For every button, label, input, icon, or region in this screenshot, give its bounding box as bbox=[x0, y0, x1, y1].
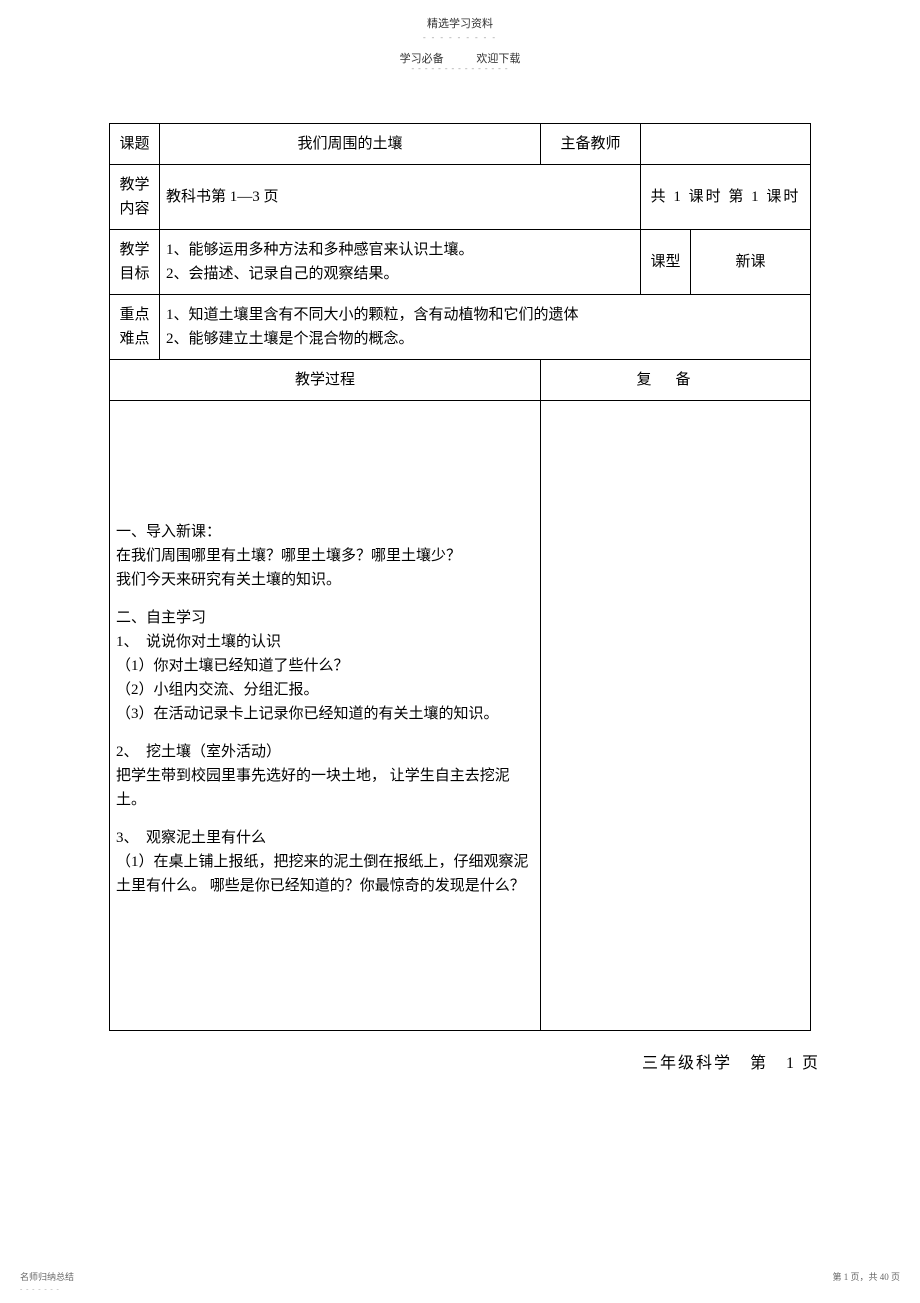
section3-line2: 把学生带到校园里事先选好的一块土地， 让学生自主去挖泥土。 bbox=[116, 764, 534, 812]
class-type-label: 课型 bbox=[641, 230, 691, 295]
section2-line2: （1）你对土壤已经知道了些什么？ bbox=[116, 654, 534, 678]
process-content: 一、导入新课： 在我们周围哪里有土壤？哪里土壤多？哪里土壤少？ 我们今天来研究有… bbox=[110, 401, 541, 1031]
class-type-value: 新课 bbox=[691, 230, 811, 295]
topic-label: 课题 bbox=[110, 124, 160, 165]
key-point-1: 1、知道土壤里含有不同大小的颗粒，含有动植物和它们的遗体 bbox=[166, 303, 804, 327]
header-dots: - - - - - - - - - bbox=[0, 33, 920, 42]
footer-bottom-left: 名师归纳总结 bbox=[20, 1270, 74, 1283]
lesson-plan-table: 课题 我们周围的土壤 主备教师 教学内容 教科书第 1—3 页 共 1 课时 第… bbox=[109, 123, 811, 1031]
footer-dots-left: - - - - - - - bbox=[20, 1285, 60, 1293]
review-header: 复备 bbox=[541, 360, 811, 401]
header-underline: - - - - - - - - - - - - - - - bbox=[0, 64, 920, 73]
footer-page-info: 三年级科学 第 1 页 bbox=[0, 1049, 920, 1073]
goals-content: 1、能够运用多种方法和多种感官来认识土壤。 2、会描述、记录自己的观察结果。 bbox=[160, 230, 641, 295]
section2-line3: （2）小组内交流、分组汇报。 bbox=[116, 678, 534, 702]
lesson-time: 共 1 课时 第 1 课时 bbox=[641, 165, 811, 230]
row-content: 教学内容 教科书第 1—3 页 共 1 课时 第 1 课时 bbox=[110, 165, 811, 230]
goals-label: 教学目标 bbox=[110, 230, 160, 295]
footer-bottom-right: 第 1 页，共 40 页 bbox=[832, 1270, 900, 1283]
row-key-points: 重点难点 1、知道土壤里含有不同大小的颗粒，含有动植物和它们的遗体 2、能够建立… bbox=[110, 295, 811, 360]
section1-line1: 在我们周围哪里有土壤？哪里土壤多？哪里土壤少？ bbox=[116, 544, 534, 568]
section1-title: 一、导入新课： bbox=[116, 520, 534, 544]
goal-line-2: 2、会描述、记录自己的观察结果。 bbox=[166, 262, 634, 286]
section3-line1: 2、 挖土壤（室外活动） bbox=[116, 740, 534, 764]
section4-line1: 3、 观察泥土里有什么 bbox=[116, 826, 534, 850]
goal-line-1: 1、能够运用多种方法和多种感官来认识土壤。 bbox=[166, 238, 634, 262]
section2-line1: 1、 说说你对土壤的认识 bbox=[116, 630, 534, 654]
key-points-content: 1、知道土壤里含有不同大小的颗粒，含有动植物和它们的遗体 2、能够建立土壤是个混… bbox=[160, 295, 811, 360]
header-top-text: 精选学习资料 bbox=[0, 0, 920, 31]
row-title: 课题 我们周围的土壤 主备教师 bbox=[110, 124, 811, 165]
teacher-value bbox=[641, 124, 811, 165]
content-label: 教学内容 bbox=[110, 165, 160, 230]
topic-title: 我们周围的土壤 bbox=[160, 124, 541, 165]
row-process-body: 一、导入新课： 在我们周围哪里有土壤？哪里土壤多？哪里土壤少？ 我们今天来研究有… bbox=[110, 401, 811, 1031]
section2-line4: （3）在活动记录卡上记录你已经知道的有关土壤的知识。 bbox=[116, 702, 534, 726]
content-value: 教科书第 1—3 页 bbox=[160, 165, 641, 230]
section4-line2: （1）在桌上铺上报纸，把挖来的泥土倒在报纸上，仔细观察泥土里有什么。 哪些是你已… bbox=[116, 850, 534, 898]
teacher-label: 主备教师 bbox=[541, 124, 641, 165]
key-point-2: 2、能够建立土壤是个混合物的概念。 bbox=[166, 327, 804, 351]
key-points-label: 重点难点 bbox=[110, 295, 160, 360]
review-content bbox=[541, 401, 811, 1031]
section1-line2: 我们今天来研究有关土壤的知识。 bbox=[116, 568, 534, 592]
row-goals: 教学目标 1、能够运用多种方法和多种感官来认识土壤。 2、会描述、记录自己的观察… bbox=[110, 230, 811, 295]
section2-title: 二、自主学习 bbox=[116, 606, 534, 630]
process-header: 教学过程 bbox=[110, 360, 541, 401]
row-process-header: 教学过程 复备 bbox=[110, 360, 811, 401]
